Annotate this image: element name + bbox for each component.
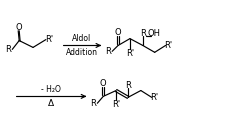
Text: R': R'	[45, 35, 53, 44]
Text: R': R'	[164, 41, 172, 50]
Text: Aldol: Aldol	[72, 34, 91, 43]
Text: - H₂O: - H₂O	[41, 85, 60, 94]
Text: R: R	[139, 29, 145, 38]
Text: O: O	[114, 28, 121, 37]
Text: O: O	[16, 23, 22, 32]
Text: R: R	[5, 45, 11, 54]
Text: R: R	[124, 81, 130, 90]
Text: R': R'	[112, 100, 120, 109]
Text: Addition: Addition	[65, 48, 97, 57]
Text: R': R'	[125, 49, 134, 58]
Text: R': R'	[150, 93, 158, 102]
Text: R: R	[90, 99, 96, 108]
Text: Δ: Δ	[48, 99, 54, 108]
Text: OH: OH	[147, 29, 160, 38]
Text: R: R	[105, 47, 111, 56]
Text: O: O	[100, 79, 106, 88]
